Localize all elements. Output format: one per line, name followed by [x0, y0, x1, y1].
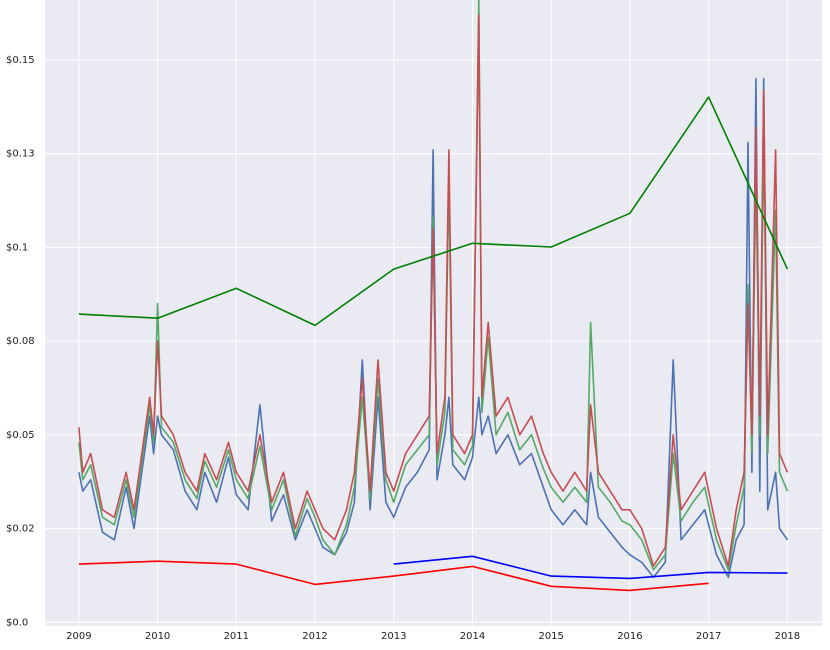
- x-tick-label: 2012: [302, 631, 327, 642]
- x-tick-label: 2014: [460, 631, 485, 642]
- series-line: [78, 96, 789, 327]
- y-tick-label: $0.0: [6, 617, 28, 628]
- series-line: [393, 555, 788, 580]
- series-line: [78, 560, 709, 592]
- x-tick-label: 2018: [775, 631, 800, 642]
- x-tick-label: 2013: [381, 631, 406, 642]
- y-tick-label: $0.08: [6, 336, 35, 347]
- x-tick-label: 2009: [66, 631, 91, 642]
- x-tick-label: 2010: [145, 631, 170, 642]
- y-tick-label: $0.13: [6, 149, 35, 160]
- x-tick-label: 2011: [224, 631, 249, 642]
- plot-area: [45, 0, 822, 626]
- x-tick-label: 2017: [696, 631, 721, 642]
- series-line: [78, 14, 789, 567]
- y-tick-label: $0.1: [6, 242, 28, 253]
- x-tick-label: 2016: [617, 631, 642, 642]
- y-tick-label: $0.02: [6, 524, 35, 535]
- series-line: [78, 77, 789, 579]
- y-tick-label: $0.15: [6, 55, 35, 66]
- y-tick-label: $0.05: [6, 430, 35, 441]
- x-tick-label: 2015: [538, 631, 563, 642]
